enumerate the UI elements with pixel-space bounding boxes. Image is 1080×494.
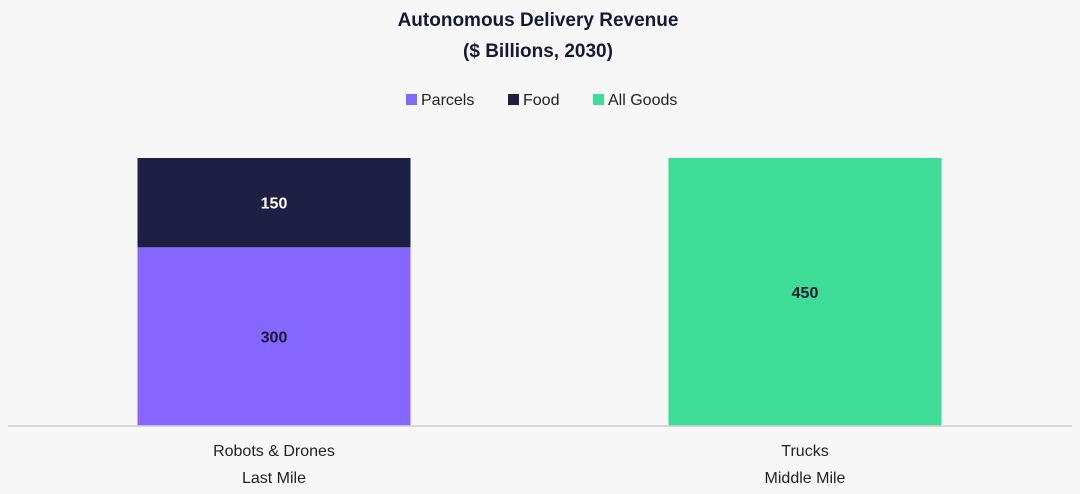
category-label-trucks-line-2: Middle Mile [765,470,846,487]
bars-group: 300 150 450 [137,158,942,426]
legend-label-food: Food [523,92,559,109]
legend-swatch-food [508,94,519,105]
legend-label-all-goods: All Goods [608,92,677,109]
legend: Parcels Food All Goods [406,92,677,109]
chart-title-line-1: Autonomous Delivery Revenue [398,10,679,31]
data-label-robots-drones-parcels: 300 [261,330,288,347]
data-label-robots-drones-food: 150 [261,196,288,213]
category-labels: Robots & Drones Last Mile Trucks Middle Mil… [213,443,845,487]
legend-swatch-parcels [406,94,417,105]
bar-robots-drones-food [137,158,411,248]
bar-robots-drones-parcels [137,247,411,426]
bar-trucks-all-goods [668,158,942,426]
legend-label-parcels: Parcels [421,92,474,109]
chart-title-line-2: ($ Billions, 2030) [463,41,613,62]
category-label-trucks-line-1: Trucks [781,443,828,460]
category-label-robots-drones-line-2: Last Mile [242,470,306,487]
legend-swatch-all-goods [593,94,604,105]
data-label-trucks-all-goods: 450 [792,285,819,302]
category-label-robots-drones-line-1: Robots & Drones [213,443,335,460]
